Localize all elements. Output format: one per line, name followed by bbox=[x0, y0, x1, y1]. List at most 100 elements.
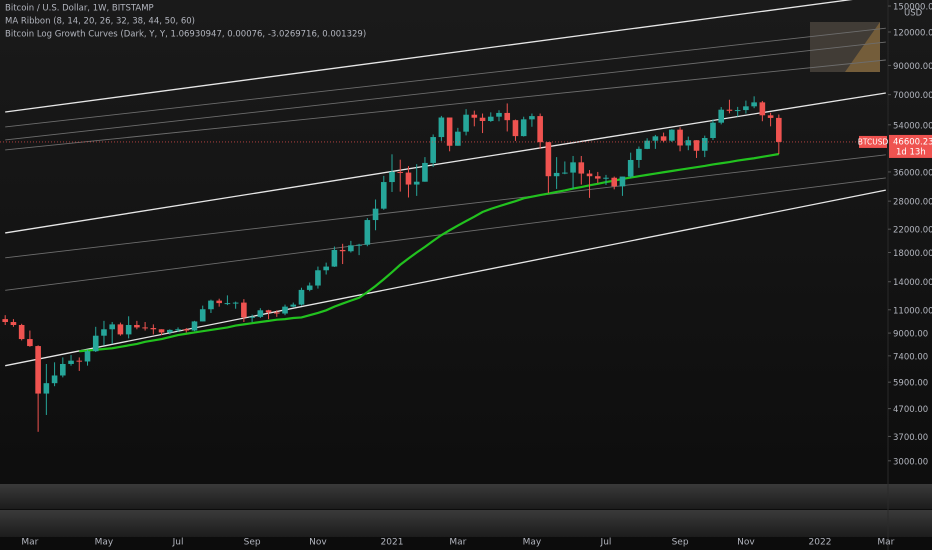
growth-curve bbox=[5, 92, 886, 234]
chart-title: Bitcoin / U.S. Dollar, 1W, BITSTAMP bbox=[5, 4, 154, 14]
y-tick-label: 7400.00 bbox=[893, 352, 928, 362]
candle-body bbox=[273, 312, 280, 314]
y-tick-label: 14000.00 bbox=[893, 278, 932, 288]
candle-body bbox=[101, 329, 107, 336]
candle-body bbox=[241, 302, 247, 318]
indicator-label: MA Ribbon (8, 14, 20, 26, 32, 38, 44, 50… bbox=[5, 17, 195, 27]
x-tick-label: Mar bbox=[877, 538, 894, 548]
x-tick-label: Jul bbox=[600, 538, 612, 548]
candle-body bbox=[685, 140, 692, 146]
candle-body bbox=[331, 249, 338, 267]
candle-body bbox=[710, 122, 716, 139]
candle-body bbox=[142, 327, 148, 329]
countdown-label: 1d 13h bbox=[896, 147, 926, 157]
ma-line bbox=[79, 152, 780, 353]
candle-body bbox=[191, 321, 198, 331]
growth-curve bbox=[5, 154, 886, 259]
candle-body bbox=[92, 335, 99, 352]
candle-body bbox=[479, 117, 486, 121]
candle-body bbox=[512, 120, 519, 137]
x-tick-label: Nov bbox=[737, 538, 755, 548]
x-tick-label: Mar bbox=[449, 538, 466, 548]
y-tick-label: 9000.00 bbox=[893, 330, 928, 340]
candle-body bbox=[2, 319, 8, 323]
candle-body bbox=[290, 304, 297, 307]
candle-body bbox=[611, 177, 618, 187]
candle-body bbox=[669, 129, 675, 141]
y-tick-label: 120000.00 bbox=[893, 28, 932, 38]
candle-body bbox=[117, 324, 124, 335]
candle-body bbox=[413, 181, 420, 185]
candle-body bbox=[315, 270, 321, 286]
candle-body bbox=[562, 172, 568, 174]
y-tick-label: 150000.00 bbox=[893, 3, 932, 13]
price-box bbox=[889, 134, 932, 158]
candle-body bbox=[208, 300, 214, 310]
candle-body bbox=[586, 173, 593, 177]
candle-body bbox=[348, 245, 354, 252]
candle-body bbox=[545, 142, 552, 177]
candle-body bbox=[677, 129, 683, 146]
candle-body bbox=[603, 177, 609, 179]
y-tick-label: 3700.00 bbox=[893, 433, 928, 443]
x-tick-label: May bbox=[95, 538, 114, 548]
x-tick-label: Sep bbox=[672, 538, 689, 548]
plot-area bbox=[0, 0, 888, 432]
candle-body bbox=[405, 172, 412, 185]
y-tick-label: 28000.00 bbox=[893, 198, 932, 208]
currency-label: USD bbox=[904, 9, 923, 19]
candle-body bbox=[249, 316, 255, 318]
candle-body bbox=[51, 375, 58, 384]
indicator-label: Bitcoin Log Growth Curves (Dark, Y, Y, 1… bbox=[5, 30, 366, 40]
candle-body bbox=[282, 306, 288, 314]
candle-body bbox=[175, 329, 181, 331]
y-tick-label: 36000.00 bbox=[893, 168, 932, 178]
candle-body bbox=[767, 115, 774, 118]
candle-body bbox=[496, 112, 502, 117]
symbol-box bbox=[859, 135, 887, 148]
x-tick-label: Jul bbox=[172, 538, 184, 548]
y-tick-label: 90000.00 bbox=[893, 62, 932, 72]
candle-body bbox=[265, 310, 272, 313]
candle-body bbox=[660, 136, 667, 141]
candle-body bbox=[743, 106, 749, 111]
candle-body bbox=[463, 114, 469, 132]
candle-body bbox=[693, 140, 700, 151]
price-label: 46600.23 bbox=[893, 137, 932, 147]
candle-body bbox=[627, 159, 634, 177]
candle-body bbox=[35, 346, 41, 394]
x-tick-label: 2022 bbox=[809, 538, 832, 548]
y-tick-label: 18000.00 bbox=[893, 249, 932, 259]
growth-curve bbox=[5, 59, 886, 151]
candle-body bbox=[150, 328, 157, 330]
growth-curve bbox=[5, 0, 853, 113]
candle-body bbox=[125, 324, 132, 335]
candle-body bbox=[718, 109, 725, 123]
candle-body bbox=[199, 309, 206, 322]
candle-body bbox=[167, 329, 173, 333]
candle-body bbox=[430, 137, 436, 163]
candle-body bbox=[43, 383, 50, 394]
candle-body bbox=[68, 360, 74, 364]
candle-body bbox=[158, 329, 165, 333]
candle-body bbox=[636, 148, 642, 160]
candle-body bbox=[553, 172, 560, 177]
pane-separator bbox=[0, 510, 932, 537]
candle-body bbox=[389, 171, 395, 183]
candle-body bbox=[537, 116, 543, 143]
candle-body bbox=[751, 102, 757, 107]
candle-body bbox=[455, 131, 461, 146]
x-tick-label: May bbox=[523, 538, 542, 548]
candle-body bbox=[298, 289, 305, 305]
candle-body bbox=[726, 109, 733, 111]
candle-body bbox=[446, 117, 453, 146]
y-tick-label: 11000.00 bbox=[893, 306, 932, 316]
y-tick-label: 22000.00 bbox=[893, 226, 932, 236]
candle-body bbox=[652, 136, 659, 141]
candle-body bbox=[701, 138, 708, 151]
candle-body bbox=[183, 329, 190, 331]
candle-body bbox=[27, 339, 33, 347]
candle-body bbox=[10, 322, 17, 325]
candle-body bbox=[76, 360, 83, 362]
